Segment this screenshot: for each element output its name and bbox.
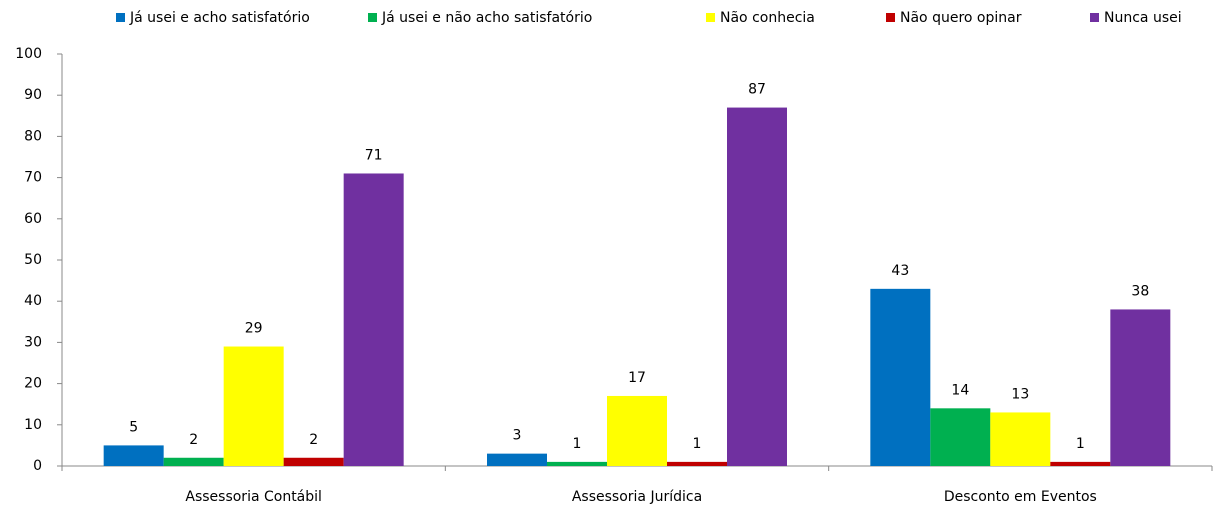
legend-swatch	[116, 13, 125, 22]
y-tick-label: 90	[24, 87, 42, 103]
data-label: 87	[748, 82, 766, 98]
y-tick-label: 80	[24, 128, 42, 144]
data-label: 43	[891, 263, 909, 279]
y-tick-label: 100	[15, 46, 42, 62]
bar	[223, 346, 284, 466]
y-tick-label: 60	[24, 211, 42, 227]
data-label: 2	[309, 432, 318, 448]
data-label: 14	[951, 382, 969, 398]
data-label: 2	[189, 432, 198, 448]
bar	[1110, 309, 1171, 466]
legend-label: Já usei e acho satisfatório	[129, 10, 310, 26]
bar	[870, 288, 931, 466]
data-label: 5	[129, 419, 138, 435]
x-tick-label: Assessoria Contábil	[185, 489, 322, 505]
bar	[930, 408, 991, 466]
y-tick-label: 30	[24, 334, 42, 350]
bar	[1050, 461, 1111, 466]
x-tick-label: Assessoria Jurídica	[572, 489, 702, 505]
legend-label: Nunca usei	[1104, 10, 1182, 26]
y-tick-label: 20	[24, 376, 42, 392]
data-label: 1	[573, 436, 582, 452]
bar	[283, 457, 344, 466]
y-tick-label: 50	[24, 252, 42, 268]
data-label: 29	[245, 321, 263, 337]
data-label: 38	[1131, 283, 1149, 299]
legend-swatch	[886, 13, 895, 22]
bar	[607, 395, 667, 466]
legend-label: Não conhecia	[720, 10, 815, 26]
data-label: 3	[513, 428, 522, 444]
legend-swatch	[706, 13, 715, 22]
bar	[667, 461, 727, 466]
y-tick-label: 0	[33, 458, 42, 474]
data-label: 1	[693, 436, 702, 452]
y-tick-label: 70	[24, 170, 42, 186]
data-label: 17	[628, 370, 646, 386]
y-tick-label: 40	[24, 293, 42, 309]
legend-label: Já usei e não acho satisfatório	[381, 10, 592, 26]
y-tick-label: 10	[24, 417, 42, 433]
bar	[487, 453, 547, 466]
bar	[990, 412, 1051, 466]
bar	[727, 107, 787, 466]
bar	[163, 457, 224, 466]
data-label: 71	[365, 147, 383, 163]
data-label: 1	[1076, 436, 1085, 452]
bar	[103, 445, 164, 466]
x-tick-label: Desconto em Eventos	[944, 489, 1097, 505]
bar	[343, 173, 404, 467]
legend-label: Não quero opinar	[900, 10, 1022, 26]
legend-swatch	[1090, 13, 1099, 22]
legend-swatch	[368, 13, 377, 22]
bar	[547, 461, 607, 466]
data-label: 13	[1011, 386, 1029, 402]
